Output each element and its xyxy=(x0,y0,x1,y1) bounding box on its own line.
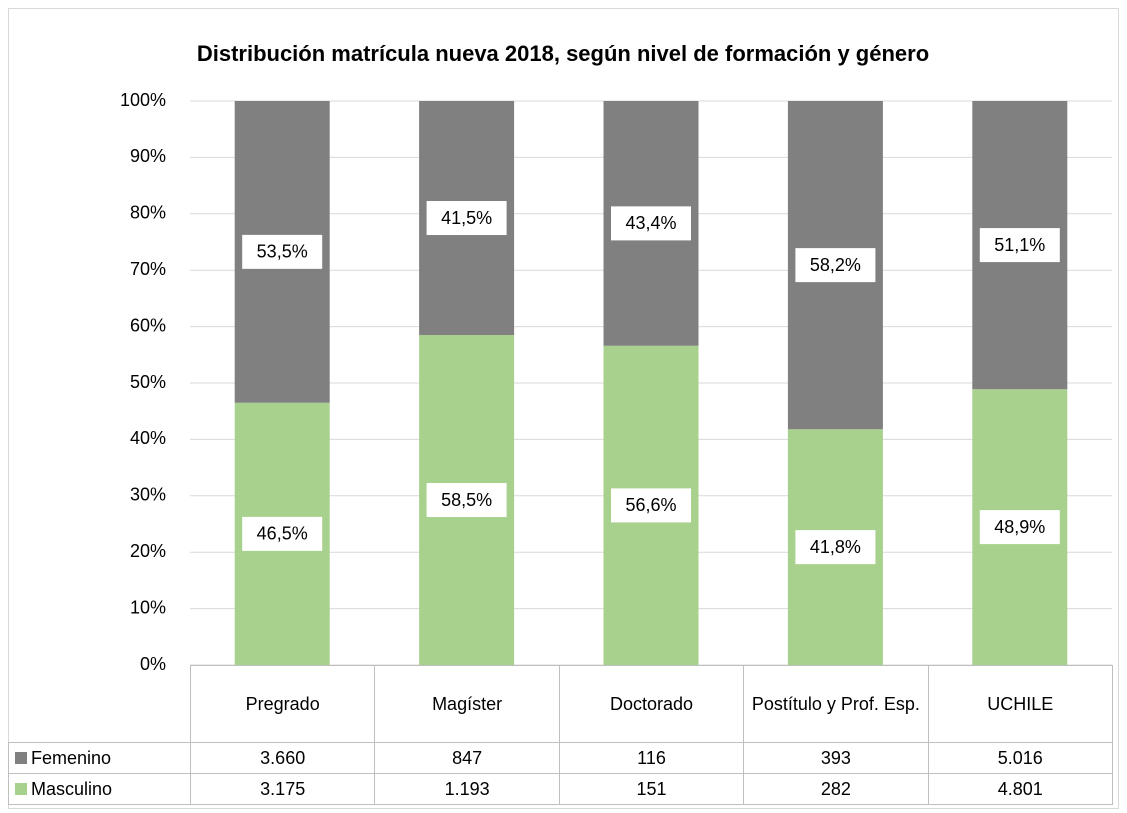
data-label-box xyxy=(426,483,507,518)
y-tick-label: 100% xyxy=(120,90,166,110)
data-label-box xyxy=(611,488,691,523)
table-category: Doctorado xyxy=(558,665,745,743)
table-row-header: Femenino xyxy=(8,742,191,774)
y-tick-label: 60% xyxy=(130,315,166,335)
y-tick-label: 70% xyxy=(130,259,166,279)
table-category: UCHILE xyxy=(927,665,1113,743)
chart-border xyxy=(8,8,1119,809)
table-value: 3.660 xyxy=(190,742,376,774)
data-label: 51,1% xyxy=(994,235,1045,255)
y-tick-label: 0% xyxy=(140,654,166,674)
y-tick-label: 30% xyxy=(130,485,166,505)
table-value: 3.175 xyxy=(190,773,376,805)
data-label-box xyxy=(242,234,323,269)
chart-title: Distribución matrícula nueva 2018, según… xyxy=(197,41,929,66)
data-label-box xyxy=(979,510,1060,545)
y-tick-label: 10% xyxy=(130,597,166,617)
table-value: 393 xyxy=(743,742,929,774)
table-category: Postítulo y Prof. Esp. xyxy=(743,665,929,743)
table-value: 5.016 xyxy=(927,742,1113,774)
y-tick-label: 80% xyxy=(130,203,166,223)
y-tick-label: 40% xyxy=(130,428,166,448)
legend-key xyxy=(15,752,27,764)
y-tick-label: 50% xyxy=(130,372,166,392)
legend-label: Masculino xyxy=(31,779,113,799)
table-value: 282 xyxy=(743,773,929,805)
y-tick-label: 90% xyxy=(130,146,166,166)
data-label: 48,9% xyxy=(994,517,1045,537)
table-value: 847 xyxy=(374,742,560,774)
table-row-header: Masculino xyxy=(8,773,191,805)
table-category: Pregrado xyxy=(190,665,376,743)
table-value: 1.193 xyxy=(374,773,560,805)
data-label: 58,5% xyxy=(441,490,492,510)
data-label-box xyxy=(795,248,876,283)
data-label: 58,2% xyxy=(810,255,861,275)
data-label-box xyxy=(611,206,691,241)
data-label: 56,6% xyxy=(625,495,676,515)
y-tick-label: 20% xyxy=(130,541,166,561)
data-label: 46,5% xyxy=(257,524,308,544)
data-label-box xyxy=(426,201,507,236)
table-value: 4.801 xyxy=(927,773,1113,805)
legend-key xyxy=(15,783,27,795)
data-label: 53,5% xyxy=(257,242,308,262)
table-value: 151 xyxy=(558,773,745,805)
data-label-box xyxy=(979,228,1060,263)
legend-label: Femenino xyxy=(31,748,112,768)
table-value: 116 xyxy=(558,742,745,774)
data-label-box xyxy=(795,530,876,565)
data-label: 41,5% xyxy=(441,208,492,228)
table-category: Magíster xyxy=(374,665,560,743)
data-label-box xyxy=(242,516,323,551)
data-label: 43,4% xyxy=(625,213,676,233)
data-label: 41,8% xyxy=(810,537,861,557)
